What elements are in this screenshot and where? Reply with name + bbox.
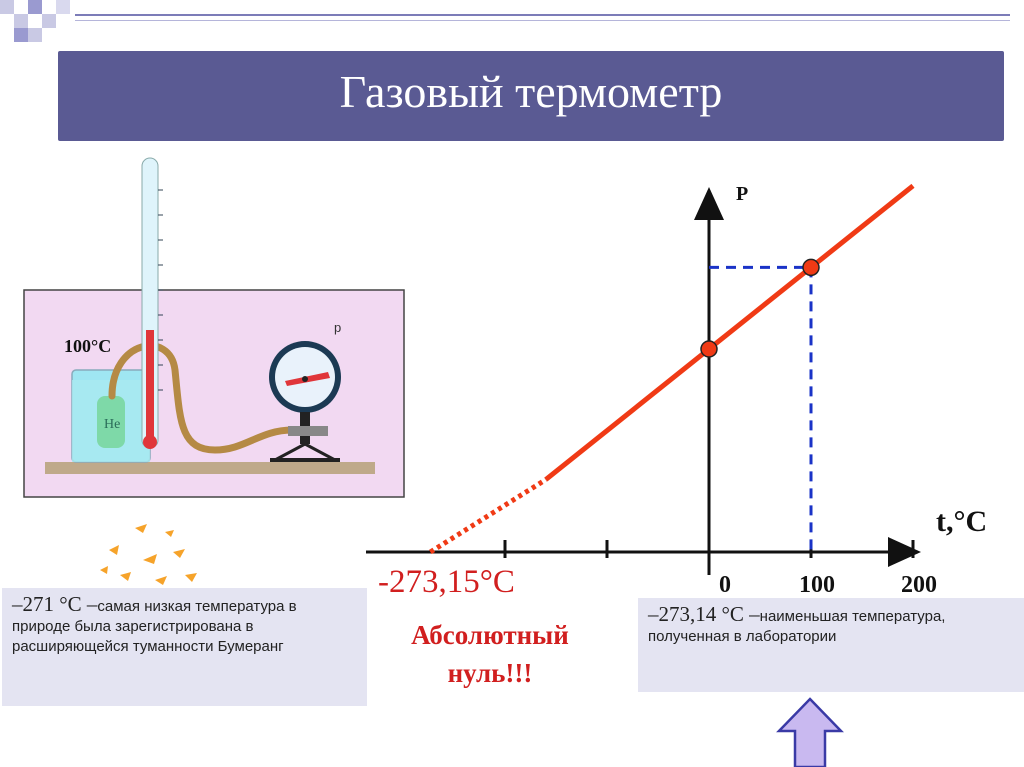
thermometer-reading: 100°C	[64, 336, 111, 356]
note-right-text: наименьшая температура, полученная в лаб…	[648, 608, 946, 645]
up-arrow-icon	[776, 697, 844, 767]
page-title: Газовый термометр	[339, 66, 723, 117]
pressure-line	[544, 183, 915, 482]
x-tick-label: 0	[719, 572, 731, 598]
absolute-zero-label: Абсолютный нуль!!!	[380, 616, 600, 692]
gas-thermometer-illustration: He 100°C p	[23, 157, 405, 498]
x-tick-label: 200	[901, 572, 937, 598]
data-point-0	[700, 340, 718, 358]
note-right-value: –273,14 °С –	[648, 602, 760, 626]
absolute-zero-label-line2: нуль!!!	[447, 658, 533, 688]
absolute-zero-temperature: -273,15°C	[378, 564, 515, 600]
note-laboratory: –273,14 °С –наименьшая температура, полу…	[638, 598, 1024, 692]
data-point-100	[802, 258, 820, 277]
top-rule	[75, 14, 1010, 16]
note-left-text: самая низкая температура в природе была …	[12, 598, 297, 655]
corner-decoration	[0, 0, 80, 60]
note-left-value: –271 °С –	[12, 592, 98, 616]
helium-label: He	[104, 417, 120, 432]
x-tick-label: 100	[799, 572, 835, 598]
note-boomerang-nebula: –271 °С –самая низкая температура в прир…	[2, 588, 367, 706]
absolute-zero-label-line1: Абсолютный	[411, 620, 569, 650]
helium-flask	[97, 396, 125, 448]
extrapolation-line	[429, 477, 548, 555]
gauge-label: p	[334, 320, 341, 335]
y-axis-label: P	[736, 183, 749, 205]
title-bar: Газовый термометр	[58, 51, 1004, 141]
fragments-decoration	[100, 524, 197, 585]
x-axis-label: t,°C	[936, 505, 988, 538]
top-rule-light	[75, 20, 1010, 21]
